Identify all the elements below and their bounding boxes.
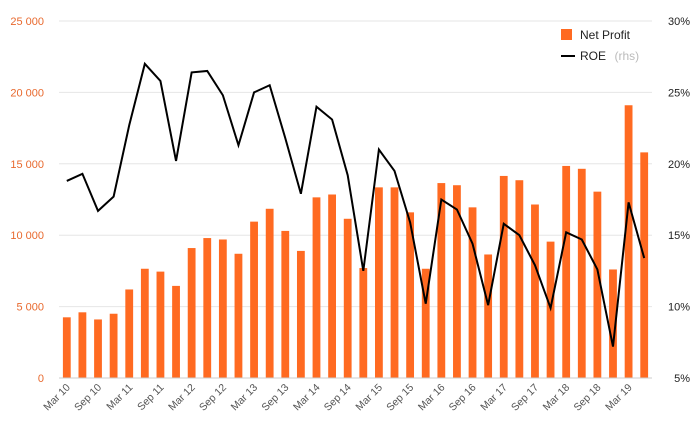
- bar-net-profit: [593, 191, 602, 378]
- x-axis-ticks: Mar 10 Sep 10 Mar 11 Sep 11 Mar 12 Sep 12 Mar …: [41, 382, 634, 414]
- x-tick-label: Sep 10: [72, 382, 104, 414]
- bar-net-profit: [484, 254, 493, 378]
- x-tick-label: Sep 15: [384, 382, 416, 414]
- legend-net-profit-label: Net Profit: [580, 28, 631, 42]
- x-tick-label: Mar 19: [603, 382, 635, 414]
- y-right-tick-label: 30%: [668, 16, 690, 28]
- bar-net-profit: [515, 180, 524, 378]
- bar-net-profit: [531, 204, 539, 378]
- bar-net-profit: [109, 313, 118, 378]
- x-tick-label: Sep 14: [322, 382, 354, 414]
- bar-net-profit: [562, 165, 571, 378]
- y-left-tick-label: 10 000: [10, 230, 44, 242]
- legend-roe-label: ROE (rhs): [580, 47, 639, 64]
- bar-net-profit: [421, 268, 430, 378]
- bar-net-profit: [94, 319, 102, 378]
- roe-line: [66, 61, 646, 347]
- bar-net-profit: [453, 185, 461, 378]
- legend-roe-name: ROE: [580, 49, 606, 63]
- y-left-tick-label: 15 000: [10, 159, 44, 171]
- bar-net-profit: [468, 207, 477, 378]
- bar-net-profit: [406, 212, 415, 378]
- y-right-tick-label: 5%: [674, 373, 690, 385]
- x-tick-label: Sep 17: [509, 382, 541, 414]
- bar-net-profit: [577, 168, 586, 378]
- x-tick-label: Mar 16: [416, 382, 448, 414]
- bar-net-profit: [218, 239, 227, 378]
- y-right-tick-label: 20%: [668, 159, 690, 171]
- bar-net-profit: [390, 187, 399, 378]
- bar-net-profit: [265, 208, 274, 378]
- bar-net-profit: [359, 268, 368, 378]
- bar-net-profit: [328, 194, 336, 378]
- x-tick-label: Sep 12: [197, 382, 229, 414]
- bar-net-profit: [343, 218, 352, 378]
- y-left-tick-label: 0: [38, 373, 44, 385]
- bar-net-profit: [250, 221, 258, 378]
- bar-net-profit: [312, 197, 321, 378]
- bar-net-profit: [437, 183, 446, 378]
- bar-net-profit: [281, 230, 290, 378]
- x-tick-label: Mar 14: [291, 382, 323, 414]
- bar-net-profit: [609, 269, 617, 378]
- x-tick-label: Sep 13: [259, 382, 291, 414]
- bar-net-profit: [640, 152, 649, 378]
- bar-net-profit: [375, 187, 383, 378]
- x-tick-label: Sep 18: [571, 382, 603, 414]
- bar-net-profit: [62, 317, 71, 378]
- bar-net-profit: [624, 105, 633, 378]
- bar-net-profit: [125, 289, 134, 378]
- y-right-tick-label: 15%: [668, 230, 690, 242]
- bar-net-profit: [203, 238, 212, 378]
- bar-net-profit: [499, 175, 508, 378]
- x-tick-label: Mar 15: [353, 382, 385, 414]
- x-tick-label: Mar 10: [41, 382, 73, 414]
- left-axis-ticks: 0 5 000 10 000 15 000 20 000 25 000: [10, 16, 44, 385]
- x-tick-label: Mar 18: [541, 382, 573, 414]
- legend-roe-suffix: (rhs): [614, 49, 639, 63]
- bar-net-profit: [140, 268, 149, 378]
- x-tick-label: Mar 13: [229, 382, 261, 414]
- x-tick-label: Mar 11: [104, 382, 135, 413]
- bar-net-profit: [78, 312, 87, 378]
- bar-net-profit: [296, 250, 305, 378]
- y-right-tick-label: 10%: [668, 302, 690, 314]
- y-right-tick-label: 25%: [668, 87, 690, 99]
- x-tick-label: Mar 17: [478, 382, 510, 414]
- bar-net-profit: [172, 285, 180, 378]
- y-left-tick-label: 25 000: [10, 16, 44, 28]
- bar-net-profit: [187, 248, 196, 378]
- x-tick-label: Sep 16: [447, 382, 479, 414]
- x-tick-label: Mar 12: [166, 382, 198, 414]
- y-left-tick-label: 5 000: [16, 302, 44, 314]
- y-left-tick-label: 20 000: [10, 87, 44, 99]
- legend-net-profit-swatch: [561, 29, 572, 40]
- net-profit-bars: [62, 105, 649, 378]
- bar-net-profit: [156, 271, 165, 378]
- x-tick-label: Sep 11: [135, 382, 167, 414]
- legend: Net Profit ROE (rhs): [561, 28, 639, 64]
- right-axis-ticks: 5% 10% 15% 20% 25% 30%: [668, 16, 690, 385]
- bar-net-profit: [234, 253, 243, 378]
